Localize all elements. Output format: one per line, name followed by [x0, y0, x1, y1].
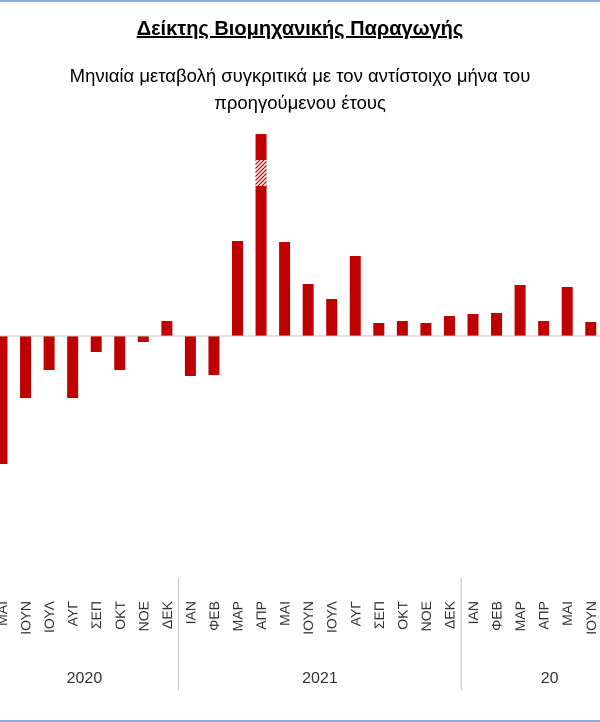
bar-8: [184, 336, 196, 376]
year-label: 2021: [302, 670, 338, 687]
bar-7: [161, 321, 173, 336]
x-tick-label: ΙΟΥΛ: [41, 600, 57, 633]
x-tick-label: ΝΟΕ: [418, 601, 434, 631]
bar-20: [467, 314, 479, 336]
bar-6: [137, 336, 149, 342]
bar-11: [255, 134, 267, 336]
x-tick-label: ΙΑΝ: [182, 601, 198, 624]
x-tick-label: ΦΕΒ: [489, 601, 505, 631]
x-tick-label: ΑΠΡ: [253, 601, 269, 630]
x-tick-label: ΜΑΙ: [277, 601, 293, 626]
x-tick-label: ΜΑΙ: [559, 601, 575, 626]
x-tick-label: ΟΚΤ: [112, 601, 128, 630]
x-tick-label: ΑΥΓ: [347, 601, 363, 627]
bar-12: [279, 242, 291, 336]
x-tick-label: ΜΑΙ: [0, 601, 10, 626]
bar-13: [302, 284, 314, 336]
chart-title: Δείκτης Βιομηχανικής Παραγωγής: [136, 18, 464, 40]
bar-16: [373, 323, 385, 336]
x-tick-label: ΜΑΡ: [230, 601, 246, 631]
bar-2: [43, 336, 55, 370]
bar-14: [326, 299, 338, 336]
x-tick-label: ΣΕΠ: [371, 601, 387, 629]
x-tick-label: ΟΚΤ: [394, 601, 410, 630]
bar-3: [67, 336, 79, 398]
subtitle-line-1: Μηνιαία μεταβολή συγκριτικά με τον αντίσ…: [69, 65, 531, 86]
x-tick-label: ΙΟΥΛ: [324, 600, 340, 633]
bar-23: [538, 321, 550, 336]
bar-9: [208, 336, 220, 375]
bar-24: [561, 287, 573, 336]
bar-18: [420, 323, 432, 336]
chart-subtitle: Μηνιαία μεταβολή συγκριτικά με τον αντίσ…: [0, 62, 600, 116]
x-tick-label: ΙΑΝ: [465, 601, 481, 624]
bar-25: [585, 322, 597, 336]
x-tick-label: ΔΕΚ: [159, 600, 175, 629]
subtitle-line-2: προηγούμενου έτους: [214, 92, 386, 113]
bar-10: [232, 241, 243, 336]
x-tick-label: ΑΠΡ: [536, 601, 552, 630]
x-tick-label: ΙΟΥΝ: [300, 601, 316, 635]
x-tick-label: ΦΕΒ: [206, 601, 222, 631]
bar-15: [349, 256, 361, 336]
x-tick-label: ΜΑΡ: [512, 601, 528, 631]
bar-5: [114, 336, 126, 370]
bar-1: [20, 336, 32, 398]
bar-21: [491, 313, 503, 336]
x-tick-label: ΙΟΥΝ: [18, 601, 34, 635]
bar-22: [514, 285, 526, 336]
x-tick-label: ΙΟΥΝ: [583, 601, 599, 635]
bar-19: [443, 316, 455, 336]
x-tick-label: ΔΕΚ: [441, 600, 457, 629]
bar-hatched-segment: [255, 160, 267, 186]
year-label: 2020: [67, 670, 103, 687]
year-label: 20: [541, 670, 559, 687]
x-tick-label: ΝΟΕ: [135, 601, 151, 631]
x-tick-label: ΣΕΠ: [88, 601, 104, 629]
x-tick-label: ΑΥΓ: [65, 601, 81, 627]
bar-0: [0, 336, 8, 464]
bar-17: [396, 321, 408, 336]
bar-4: [90, 336, 102, 352]
